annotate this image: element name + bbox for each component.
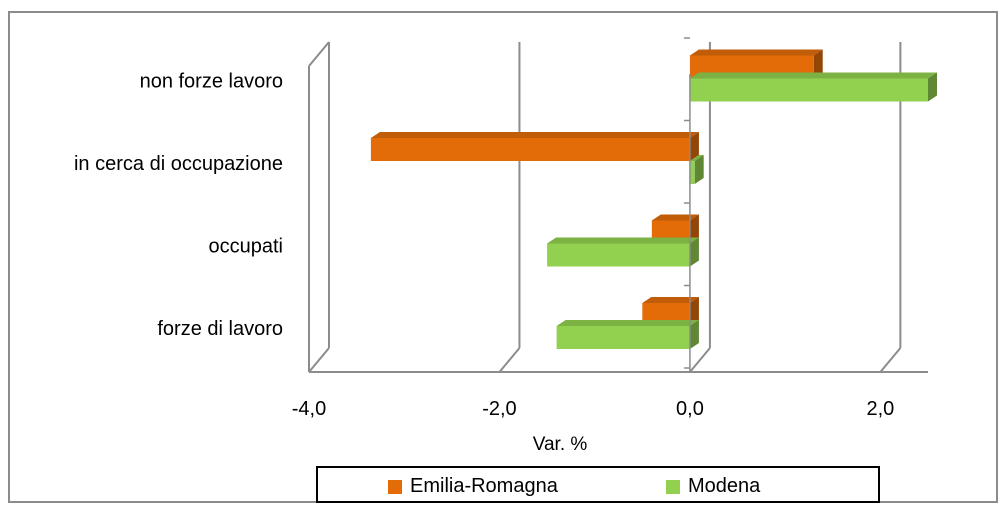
bar-modena-forze-di-lavoro — [556, 320, 699, 349]
bars — [370, 49, 937, 349]
category-label-occupati: occupati — [209, 236, 284, 258]
tick-label-0: -4,0 — [292, 398, 326, 420]
gridline-floor-3 — [879, 347, 902, 373]
tick-label-2: 0,0 — [676, 398, 704, 420]
legend-swatch-emilia-romagna — [388, 479, 402, 494]
gridline-floor-2 — [689, 347, 711, 373]
bar-top-face — [370, 132, 699, 138]
bar-top-face — [689, 155, 704, 161]
bar-top-face — [689, 49, 823, 56]
legend-swatch-modena — [666, 479, 680, 494]
gridline-floor-0 — [308, 347, 330, 373]
bar-top-face — [689, 72, 937, 79]
bar-side-face — [689, 320, 699, 349]
category-label-in-cerca-di-occupazione: in cerca di occupazione — [74, 153, 283, 175]
bar-front-face — [547, 243, 690, 267]
legend: Emilia-Romagna Modena — [316, 466, 880, 503]
bar-side-face — [928, 72, 937, 102]
bar-emilia-romagna-in-cerca-di-occupazione — [370, 132, 699, 161]
legend-label-modena: Modena — [688, 475, 761, 497]
category-label-forze-di-lavoro: forze di lavoro — [157, 318, 283, 340]
axes — [309, 37, 928, 373]
bar-top-face — [651, 214, 699, 221]
bar-modena-in-cerca-di-occupazione — [689, 155, 704, 184]
bar-side-face — [689, 237, 699, 267]
bar-front-face — [689, 78, 928, 102]
bar-side-face — [689, 297, 699, 326]
bar-front-face — [556, 326, 690, 349]
bar-top-face — [556, 320, 699, 326]
bar-front-face — [370, 138, 690, 161]
bar-top-face — [642, 297, 699, 303]
side-wall-top — [308, 41, 330, 67]
legend-label-emilia-romagna: Emilia-Romagna — [410, 475, 558, 497]
category-label-non-forze-lavoro: non forze lavoro — [140, 71, 283, 93]
bar-top-face — [547, 237, 699, 244]
bar-side-face — [689, 214, 699, 244]
bar-side-face — [689, 132, 699, 161]
bar-front-face — [689, 161, 695, 184]
tick-labels: -4,0 -2,0 0,0 2,0 — [292, 398, 895, 420]
bar-modena-occupati — [547, 237, 699, 267]
legend-item-modena: Modena — [666, 475, 760, 498]
tick-label-3: 2,0 — [866, 398, 894, 420]
x-axis-title: Var. % — [533, 434, 588, 455]
legend-item-emilia-romagna: Emilia-Romagna — [388, 475, 558, 498]
gridline-floor-1 — [498, 347, 521, 373]
tick-label-1: -2,0 — [482, 398, 516, 420]
bar-side-face — [813, 49, 823, 79]
category-labels: forze di lavoro occupati in cerca di occup… — [74, 71, 283, 341]
bar-side-face — [694, 155, 704, 184]
bar-modena-non-forze-lavoro — [689, 72, 937, 102]
